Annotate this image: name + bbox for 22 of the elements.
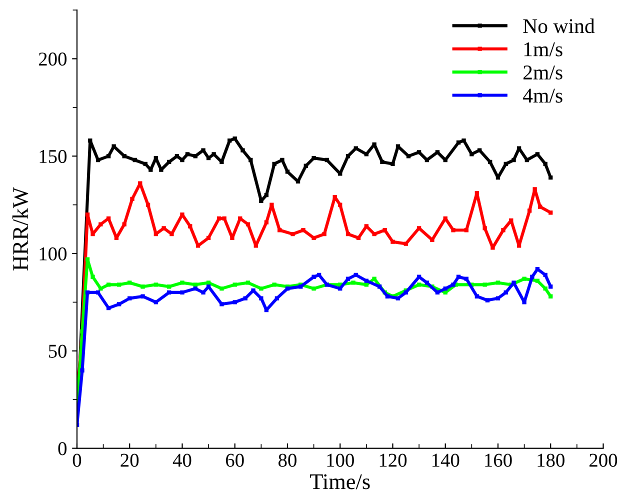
- y-axis-title: HRR/kW: [12, 187, 28, 270]
- x-tick-label: 140: [432, 454, 460, 467]
- x-tick-label: 0: [72, 454, 82, 467]
- y-tick-label: 100: [40, 247, 67, 260]
- x-tick-label: 120: [380, 454, 407, 467]
- x-tick-label: 200: [590, 454, 618, 467]
- x-tick-label: 40: [172, 454, 192, 467]
- y-tick-label: 150: [40, 150, 67, 164]
- x-tick-label: 20: [120, 454, 139, 467]
- legend-label: 1m/s: [524, 42, 562, 56]
- x-tick-label: 100: [327, 454, 354, 467]
- x-tick-label: 80: [278, 454, 296, 467]
- legend-label: 2m/s: [523, 66, 562, 80]
- x-tick-label: 60: [226, 454, 244, 467]
- y-tick-label: 200: [38, 52, 67, 66]
- legend-label: No wind: [523, 18, 595, 34]
- x-tick-label: 160: [485, 454, 512, 467]
- legend-label: 4m/s: [522, 88, 562, 103]
- y-tick-label: 0: [58, 442, 67, 456]
- x-tick-label: 180: [538, 454, 564, 467]
- x-axis-title: Time/s: [310, 474, 370, 490]
- y-tick-label: 50: [48, 344, 67, 358]
